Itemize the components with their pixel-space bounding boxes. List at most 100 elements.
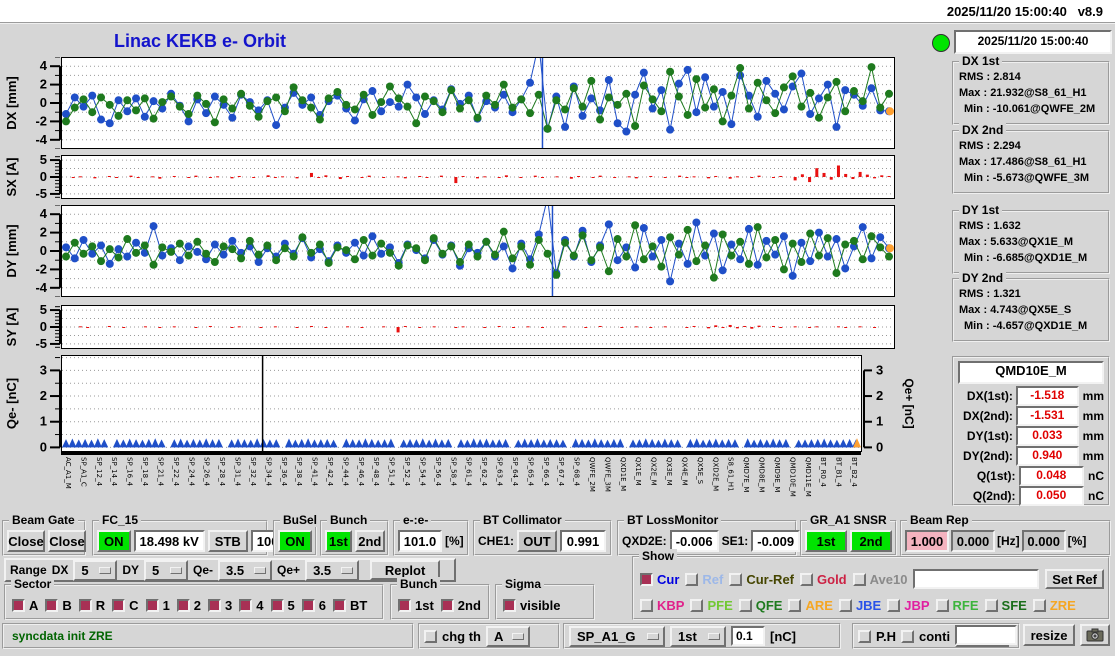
range-dy-label: DY bbox=[122, 563, 140, 577]
sector-3-checkbox[interactable] bbox=[208, 598, 222, 612]
ph-label: P.H bbox=[876, 628, 896, 644]
sector-2-item[interactable]: 2 bbox=[176, 598, 201, 613]
sector-1-item[interactable]: 1 bbox=[145, 598, 170, 613]
svg-text:1: 1 bbox=[876, 414, 883, 429]
show-kbp-checkbox[interactable] bbox=[640, 598, 653, 612]
show-gold-checkbox[interactable] bbox=[800, 572, 814, 586]
range-qe-plus-dropdown[interactable]: 3.5 bbox=[305, 559, 360, 581]
sector-b-checkbox[interactable] bbox=[45, 598, 59, 612]
show-jbp-item[interactable]: JBP bbox=[887, 598, 930, 613]
sector-a-checkbox[interactable] bbox=[12, 598, 25, 612]
beam-gate-close-button-1[interactable]: Close bbox=[7, 530, 45, 552]
bpm-name-dropdown[interactable]: SP_A1_G bbox=[569, 625, 665, 647]
gr-2nd-button[interactable]: 2nd bbox=[850, 530, 892, 552]
chg-th-checkbox[interactable] bbox=[424, 629, 437, 643]
show-ref-checkbox[interactable] bbox=[685, 572, 699, 586]
sector-1-checkbox[interactable] bbox=[145, 598, 159, 612]
busel-on-button[interactable]: ON bbox=[278, 530, 312, 552]
x-axis-label: SP_51_4 bbox=[387, 457, 396, 487]
sigma-visible-checkbox[interactable] bbox=[503, 598, 516, 612]
show-pfe-checkbox[interactable] bbox=[690, 598, 704, 612]
show-pfe-item[interactable]: PFE bbox=[690, 598, 733, 613]
range-dy-dropdown[interactable]: 5 bbox=[144, 559, 189, 581]
show-ave10-checkbox[interactable] bbox=[852, 572, 866, 586]
show-rfe-checkbox[interactable] bbox=[935, 598, 949, 612]
show-gold-item[interactable]: Gold bbox=[800, 572, 847, 587]
range-dx-dropdown[interactable]: 5 bbox=[73, 559, 118, 581]
sx-steering-plot[interactable]: 5 0 -5 SX [A] bbox=[4, 152, 896, 204]
bunch-1st-item[interactable]: 1st bbox=[398, 598, 434, 613]
dy-orbit-plot[interactable]: 4 2 0 -2 -4 DY [mm] bbox=[4, 204, 896, 302]
charge-plot[interactable]: 3 2 1 0 Qe- [nC] 3 2 1 0 Qe+ [nC] bbox=[4, 355, 952, 457]
fc15-on-button[interactable]: ON bbox=[97, 530, 131, 552]
screenshot-button[interactable] bbox=[1080, 624, 1110, 646]
x-axis-label: SP_63_4 bbox=[495, 457, 504, 487]
sector-2-checkbox[interactable] bbox=[176, 598, 190, 612]
beam-gate-close-button-2[interactable]: Close bbox=[48, 530, 86, 552]
sector-bt-item[interactable]: BT bbox=[332, 598, 367, 613]
threshold-input[interactable]: 0.1 bbox=[731, 626, 765, 646]
show-jbe-item[interactable]: JBE bbox=[838, 598, 881, 613]
show-cur-checkbox[interactable] bbox=[640, 572, 653, 586]
bunch-1st-button[interactable]: 1st bbox=[325, 530, 352, 552]
sector-c-checkbox[interactable] bbox=[112, 598, 126, 612]
show-zre-checkbox[interactable] bbox=[1032, 598, 1046, 612]
sector-select-dropdown[interactable]: A bbox=[486, 625, 530, 647]
stats-title: DY 2nd bbox=[959, 271, 1007, 285]
bunch-2nd-button[interactable]: 2nd bbox=[354, 530, 385, 552]
fc15-stb-button[interactable]: STB bbox=[207, 530, 248, 552]
qmd-row-label: DY(2nd): bbox=[962, 449, 1013, 463]
bunch-2nd-checkbox[interactable] bbox=[440, 598, 454, 612]
show-jbe-checkbox[interactable] bbox=[838, 598, 852, 612]
sector-r-item[interactable]: R bbox=[78, 598, 105, 613]
sector-3-item[interactable]: 3 bbox=[208, 598, 232, 613]
sector-r-checkbox[interactable] bbox=[78, 598, 92, 612]
sector-5-item[interactable]: 5 bbox=[270, 598, 295, 613]
sector-a-item[interactable]: A bbox=[12, 598, 38, 613]
bunch-select-dropdown[interactable]: 1st bbox=[670, 625, 726, 647]
sector-4-checkbox[interactable] bbox=[239, 598, 253, 612]
range-qe-minus-dropdown[interactable]: 3.5 bbox=[218, 559, 273, 581]
show-qfe-item[interactable]: QFE bbox=[738, 598, 782, 613]
top-datetime: 2025/11/20 15:00:40 v8.9 bbox=[947, 4, 1103, 19]
show-zre-item[interactable]: ZRE bbox=[1032, 598, 1076, 613]
beam-rep-value-3: 0.000 bbox=[1021, 530, 1066, 552]
bunch-2nd-item[interactable]: 2nd bbox=[440, 598, 481, 613]
show-are-item[interactable]: ARE bbox=[788, 598, 833, 613]
sector-4-item[interactable]: 4 bbox=[239, 598, 264, 613]
sy-steering-plot[interactable]: 5 0 -5 SY [A] bbox=[4, 302, 896, 354]
show-are-checkbox[interactable] bbox=[788, 598, 802, 612]
conti-checkbox[interactable] bbox=[901, 629, 914, 643]
sector-6-checkbox[interactable] bbox=[301, 598, 315, 612]
sector-6-item[interactable]: 6 bbox=[301, 598, 326, 613]
x-axis-label: SP_32_4 bbox=[248, 457, 257, 487]
group-title: Sigma bbox=[502, 577, 545, 591]
bunch-1st-checkbox[interactable] bbox=[398, 598, 411, 612]
gr-1st-button[interactable]: 1st bbox=[805, 530, 847, 552]
che1-out-button[interactable]: OUT bbox=[517, 530, 558, 552]
sector-bt-checkbox[interactable] bbox=[332, 598, 346, 612]
svg-text:2: 2 bbox=[876, 388, 883, 403]
show-cur-ref-item[interactable]: Cur-Ref bbox=[729, 572, 794, 587]
bpm-select-frame: SP_A1_G 1st 0.1 [nC] bbox=[563, 623, 841, 649]
show-cur-ref-checkbox[interactable] bbox=[729, 572, 743, 586]
show-qfe-checkbox[interactable] bbox=[738, 598, 752, 612]
resize-button[interactable]: resize bbox=[1023, 624, 1075, 646]
sector-c-item[interactable]: C bbox=[112, 598, 139, 613]
show-sfe-checkbox[interactable] bbox=[984, 598, 998, 612]
show-jbp-checkbox[interactable] bbox=[887, 598, 901, 612]
dx-orbit-plot[interactable]: 4 2 0 -2 -4 DX [mm] bbox=[4, 56, 896, 154]
set-ref-button[interactable]: Set Ref bbox=[1045, 569, 1104, 589]
extra-input[interactable] bbox=[955, 625, 1017, 645]
sector-5-checkbox[interactable] bbox=[270, 598, 284, 612]
show-kbp-item[interactable]: KBP bbox=[640, 598, 684, 613]
show-cur-item[interactable]: Cur bbox=[640, 572, 679, 587]
show-ref-item[interactable]: Ref bbox=[685, 572, 723, 587]
ph-checkbox[interactable] bbox=[858, 629, 871, 643]
show-ave10-item[interactable]: Ave10 bbox=[852, 572, 907, 587]
show-rfe-item[interactable]: RFE bbox=[935, 598, 979, 613]
sector-b-item[interactable]: B bbox=[45, 598, 72, 613]
ref-file-input[interactable] bbox=[913, 569, 1040, 589]
show-sfe-item[interactable]: SFE bbox=[984, 598, 1027, 613]
sigma-visible-item[interactable]: visible bbox=[503, 598, 560, 613]
